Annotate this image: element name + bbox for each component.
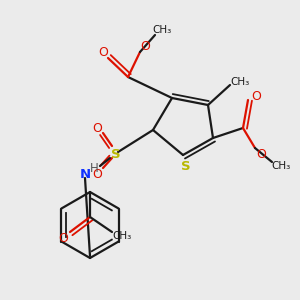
Text: CH₃: CH₃ (272, 161, 291, 171)
Text: S: S (181, 160, 191, 173)
Text: O: O (251, 91, 261, 103)
Text: CH₃: CH₃ (152, 25, 172, 35)
Text: CH₃: CH₃ (112, 231, 132, 241)
Text: O: O (92, 167, 102, 181)
Text: N: N (80, 169, 91, 182)
Text: O: O (140, 40, 150, 53)
Text: O: O (98, 46, 108, 59)
Text: O: O (256, 148, 266, 160)
Text: CH₃: CH₃ (230, 77, 250, 87)
Text: O: O (58, 232, 68, 244)
Text: S: S (111, 148, 121, 160)
Text: O: O (92, 122, 102, 134)
Text: H: H (90, 163, 98, 176)
